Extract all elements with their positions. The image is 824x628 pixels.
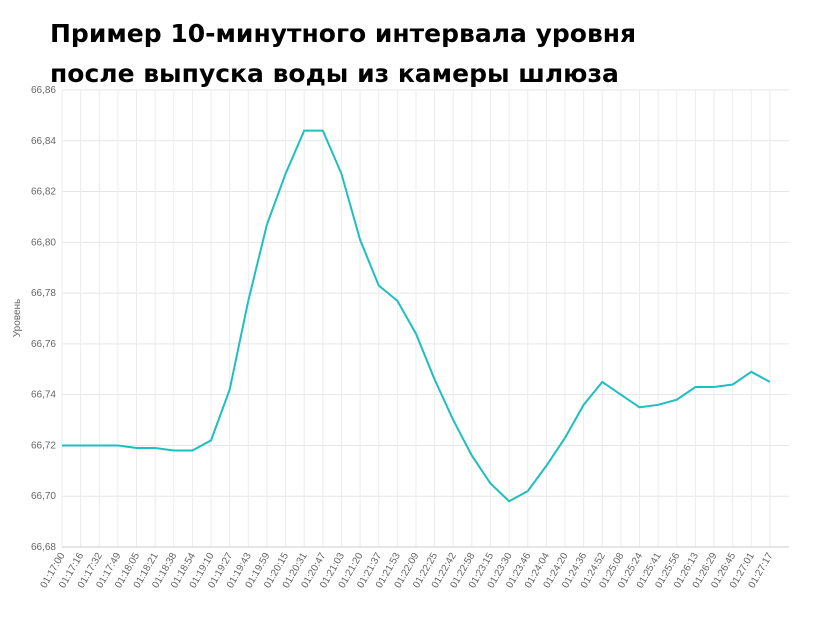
y-tick-label: 66,86 [31, 85, 56, 96]
y-tick-label: 66,68 [31, 542, 56, 553]
y-axis-label: Уровень [12, 299, 23, 338]
line-series [62, 129, 771, 503]
chart-title: Пример 10-минутного интервала уровня пос… [50, 19, 637, 88]
y-tick-label: 66,74 [31, 390, 56, 401]
y-tick-label: 66,82 [31, 187, 56, 198]
y-tick-label: 66,80 [31, 237, 56, 248]
y-tick-label: 66,72 [31, 440, 56, 451]
y-tick-label: 66,84 [31, 136, 56, 147]
y-tick-label: 66,78 [31, 288, 56, 299]
y-tick-label: 66,76 [31, 339, 56, 350]
y-tick-label: 66,70 [31, 491, 56, 502]
